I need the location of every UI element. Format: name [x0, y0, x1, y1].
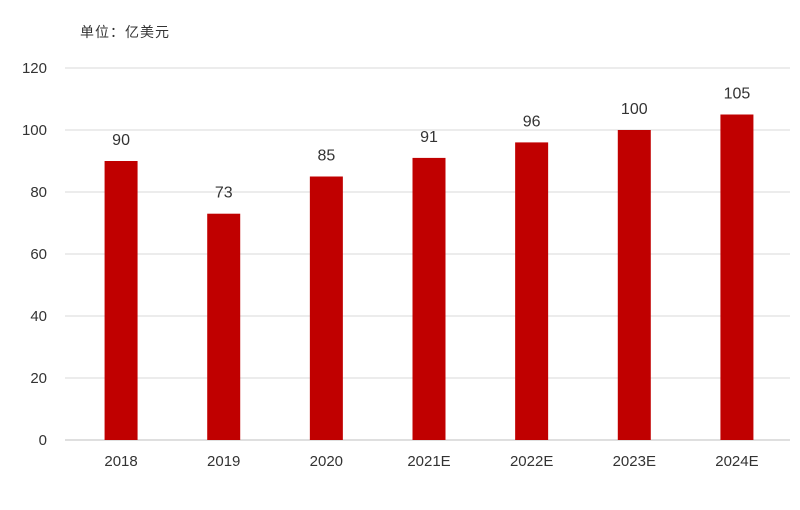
- data-labels: 90 73 85 91 96 100 105: [112, 86, 750, 202]
- bar-2020: [309, 176, 343, 440]
- bar-2018: [104, 161, 138, 440]
- data-label: 85: [317, 148, 335, 165]
- x-tick-label: 2020: [310, 453, 343, 470]
- y-tick-label: 40: [30, 308, 47, 325]
- y-tick-label: 100: [22, 122, 47, 139]
- x-tick-label: 2019: [207, 453, 240, 470]
- bar-2019: [207, 213, 241, 440]
- data-label: 105: [724, 86, 751, 103]
- x-tick-label: 2024E: [715, 453, 758, 470]
- x-tick-label: 2022E: [510, 453, 553, 470]
- bar-2023e: [617, 130, 651, 440]
- data-label: 90: [112, 132, 130, 149]
- y-tick-label: 60: [30, 246, 47, 263]
- x-tick-label: 2018: [104, 453, 137, 470]
- data-label: 73: [215, 185, 233, 202]
- x-tick-label: 2021E: [407, 453, 450, 470]
- y-axis-ticks: 0 20 40 60 80 100 120: [22, 60, 47, 449]
- bars: [104, 114, 754, 440]
- x-tick-label: 2023E: [613, 453, 656, 470]
- bar-2024e: [720, 114, 754, 440]
- y-tick-label: 0: [39, 432, 47, 449]
- bar-2022e: [515, 142, 549, 440]
- y-tick-label: 20: [30, 370, 47, 387]
- data-label: 91: [420, 129, 438, 146]
- y-tick-label: 120: [22, 60, 47, 77]
- unit-label: 单位：亿美元: [80, 25, 170, 41]
- data-label: 100: [621, 101, 648, 118]
- y-tick-label: 80: [30, 184, 47, 201]
- x-axis-ticks: 2018 2019 2020 2021E 2022E 2023E 2024E: [104, 453, 758, 470]
- bar-2021e: [412, 157, 446, 440]
- data-label: 96: [523, 113, 541, 130]
